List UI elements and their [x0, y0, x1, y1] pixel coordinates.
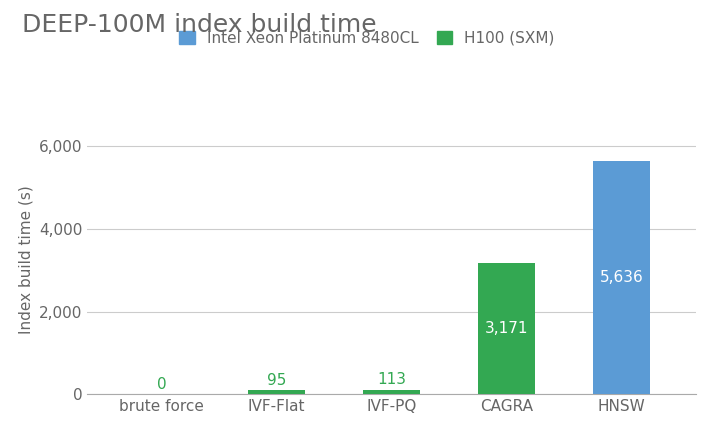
Legend: Intel Xeon Platinum 8480CL, H100 (SXM): Intel Xeon Platinum 8480CL, H100 (SXM) — [179, 31, 555, 46]
Text: 95: 95 — [267, 373, 286, 388]
Text: DEEP-100M index build time: DEEP-100M index build time — [22, 13, 376, 38]
Text: 3,171: 3,171 — [484, 321, 528, 336]
Y-axis label: Index build time (s): Index build time (s) — [18, 185, 33, 334]
Bar — [362, 390, 420, 394]
Text: 0: 0 — [157, 377, 167, 392]
Bar — [478, 263, 535, 394]
Bar — [248, 390, 305, 394]
Text: 5,636: 5,636 — [600, 270, 643, 285]
Text: 113: 113 — [377, 372, 406, 387]
Bar — [592, 161, 650, 394]
